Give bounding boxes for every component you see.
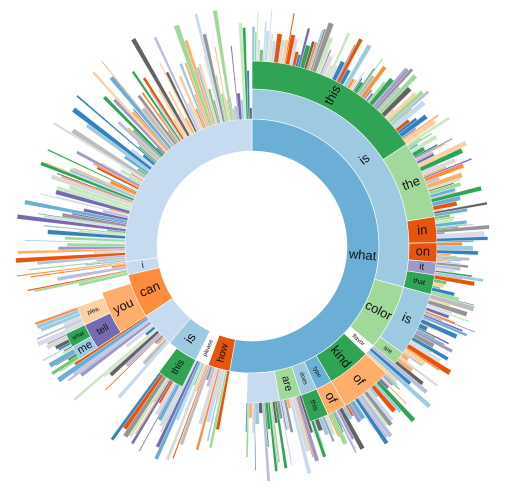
sunburst-segment[interactable] — [246, 370, 280, 404]
sunburst-arcs — [15, 9, 490, 482]
sunburst-fine-segment — [254, 402, 260, 425]
sunburst-fine-segment — [60, 306, 78, 314]
sunburst-fine-segment — [258, 402, 263, 414]
sunburst-fine-segment — [436, 242, 463, 246]
sunburst-segment-on[interactable] — [408, 242, 438, 263]
sunburst-fine-segment — [251, 402, 255, 434]
sunburst-fine-segment — [112, 372, 160, 436]
sunburst-fine-segment — [249, 107, 253, 120]
sunburst-fine-segment — [248, 402, 253, 419]
sunburst-segment-in[interactable] — [406, 216, 438, 244]
sunburst-fine-segment — [245, 402, 248, 433]
